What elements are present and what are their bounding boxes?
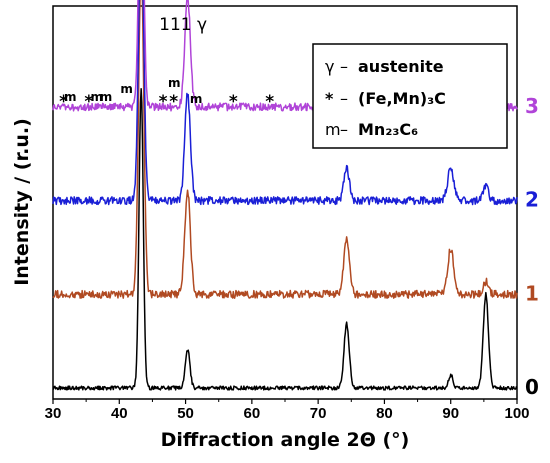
x-axis: 30 40 50 60 70 80 90 100: [45, 399, 530, 422]
legend-label-2: Mn₂₃C₆: [358, 120, 418, 139]
legend-symbol-2: m: [325, 120, 341, 139]
legend-label-0: austenite: [358, 57, 444, 76]
mn23c6-mark: m: [90, 90, 103, 104]
peak-label-0: 111 γ: [159, 15, 207, 35]
series-line-2: [52, 0, 518, 206]
legend-label-1: (Fe,Mn)₃C: [358, 89, 446, 108]
x-tick-label-100: 100: [504, 405, 529, 422]
x-tick-label-90: 90: [442, 405, 459, 422]
mn23c6-mark: m: [120, 82, 133, 96]
carbide-mark: *: [59, 92, 68, 112]
series-label-0: 0: [525, 375, 539, 399]
x-tick-label-40: 40: [111, 405, 128, 422]
carbide-mark: *: [169, 92, 178, 112]
carbide-mark: *: [84, 92, 93, 112]
series-line-0: [52, 88, 518, 391]
legend-symbol-0: γ: [325, 57, 334, 76]
legend-symbol-1: *: [325, 89, 334, 108]
y-axis-label: Intensity / (r.u.): [11, 118, 33, 286]
series-label-1: 1: [525, 281, 539, 305]
carbide-mark: *: [229, 92, 238, 112]
x-tick-label-70: 70: [310, 405, 327, 422]
phase-marks: *m*mmm**mm**m: [59, 76, 365, 112]
carbide-mark: *: [265, 92, 274, 112]
x-tick-label-80: 80: [376, 405, 393, 422]
x-axis-label: Diffraction angle 2Θ (°): [161, 429, 410, 451]
mn23c6-mark: m: [64, 90, 77, 104]
legend-box: [312, 43, 508, 149]
series-label-3: 3: [525, 94, 539, 118]
x-tick-label-50: 50: [177, 405, 194, 422]
series-label-2: 2: [525, 188, 539, 212]
legend: γ – austenite * – (Fe,Mn)₃C m – Mn₂₃C₆: [312, 43, 508, 149]
x-tick-label-30: 30: [45, 405, 62, 422]
legend-dash-1: –: [340, 89, 348, 108]
series-labels: 0 1 2 3: [525, 94, 539, 399]
x-tick-label-60: 60: [244, 405, 261, 422]
mn23c6-mark: m: [168, 76, 181, 90]
mn23c6-mark: m: [100, 90, 113, 104]
legend-dash-2: –: [340, 120, 348, 139]
mn23c6-mark: m: [190, 92, 203, 106]
carbide-mark: *: [159, 92, 168, 112]
legend-dash-0: –: [340, 57, 348, 76]
series-line-1: [52, 0, 518, 299]
